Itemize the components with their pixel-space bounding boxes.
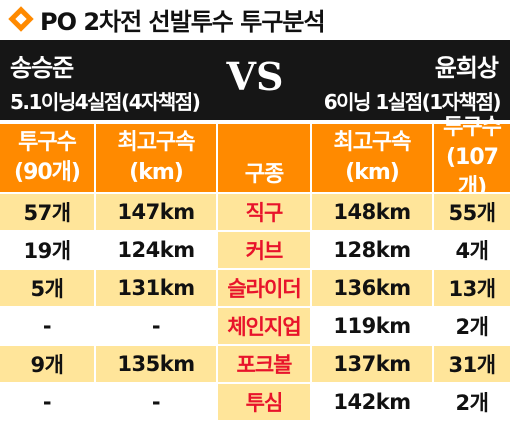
col-header-line: 구종 [244, 162, 284, 187]
right-speed-cell: 137km [312, 346, 432, 382]
col-header-pitch: 구종 [218, 124, 310, 192]
table-row: 9개 135km 포크볼 137km 31개 [0, 346, 510, 382]
pitch-type-cell: 투심 [218, 384, 310, 420]
col-header-line: (90개) [14, 160, 81, 185]
left-count-cell: 57개 [0, 194, 94, 230]
pitch-type-cell: 커브 [218, 232, 310, 268]
pitch-type-cell: 슬라이더 [218, 270, 310, 306]
left-speed-cell: 131km [96, 270, 216, 306]
right-pitcher-stat: 6이닝 1실점(1자책점) [323, 90, 502, 114]
right-speed-cell: 148km [312, 194, 432, 230]
right-count-cell: 55개 [434, 194, 510, 230]
col-header-line: 투구수 [18, 130, 77, 155]
title-bar: PO 2차전 선발투수 투구분석 [0, 0, 510, 38]
right-speed-cell: 119km [312, 308, 432, 344]
left-count-cell: - [0, 384, 94, 420]
col-header-line: (km) [129, 160, 184, 185]
col-header-right-count: 투구수 (107개) [434, 115, 510, 200]
left-count-cell: 9개 [0, 346, 94, 382]
left-speed-cell: - [96, 384, 216, 420]
col-header-line: 최고구속 [333, 130, 412, 155]
right-pitcher-name: 윤희상 [434, 54, 499, 82]
left-pitcher-stat: 5.1이닝4실점(4자책점) [10, 90, 201, 114]
right-speed-cell: 128km [312, 232, 432, 268]
col-header-line: 투구수 [443, 115, 502, 140]
vs-label: VS [226, 54, 284, 99]
table-row: - - 체인지업 119km 2개 [0, 308, 510, 344]
right-count-cell: 4개 [434, 232, 510, 268]
col-header-right-speed: 최고구속 (km) [312, 124, 432, 192]
pitch-type-cell: 직구 [218, 194, 310, 230]
left-count-cell: 5개 [0, 270, 94, 306]
right-count-cell: 2개 [434, 384, 510, 420]
diamond-bullet-icon [8, 6, 34, 32]
right-speed-cell: 136km [312, 270, 432, 306]
right-count-cell: 2개 [434, 308, 510, 344]
players-header: 송승준 5.1이닝4실점(4자책점) VS 윤희상 6이닝 1실점(1자책점) [0, 40, 510, 120]
left-count-cell: 19개 [0, 232, 94, 268]
col-header-line: (km) [345, 160, 400, 185]
pitch-type-cell: 포크볼 [218, 346, 310, 382]
right-speed-cell: 142km [312, 384, 432, 420]
right-count-cell: 13개 [434, 270, 510, 306]
pitch-type-cell: 체인지업 [218, 308, 310, 344]
left-speed-cell: - [96, 308, 216, 344]
left-speed-cell: 147km [96, 194, 216, 230]
left-speed-cell: 124km [96, 232, 216, 268]
table-row: 19개 124km 커브 128km 4개 [0, 232, 510, 268]
col-header-left-speed: 최고구속 (km) [96, 124, 216, 192]
col-header-left-count: 투구수 (90개) [0, 124, 94, 192]
table-row: - - 투심 142km 2개 [0, 384, 510, 420]
page-title: PO 2차전 선발투수 투구분석 [40, 7, 326, 36]
left-speed-cell: 135km [96, 346, 216, 382]
left-pitcher-name: 송승준 [10, 54, 74, 82]
left-count-cell: - [0, 308, 94, 344]
right-count-cell: 31개 [434, 346, 510, 382]
table-row: 5개 131km 슬라이더 136km 13개 [0, 270, 510, 306]
col-header-line: (107개) [446, 145, 499, 200]
col-header-line: 최고구속 [117, 130, 196, 155]
table-row: 57개 147km 직구 148km 55개 [0, 194, 510, 230]
